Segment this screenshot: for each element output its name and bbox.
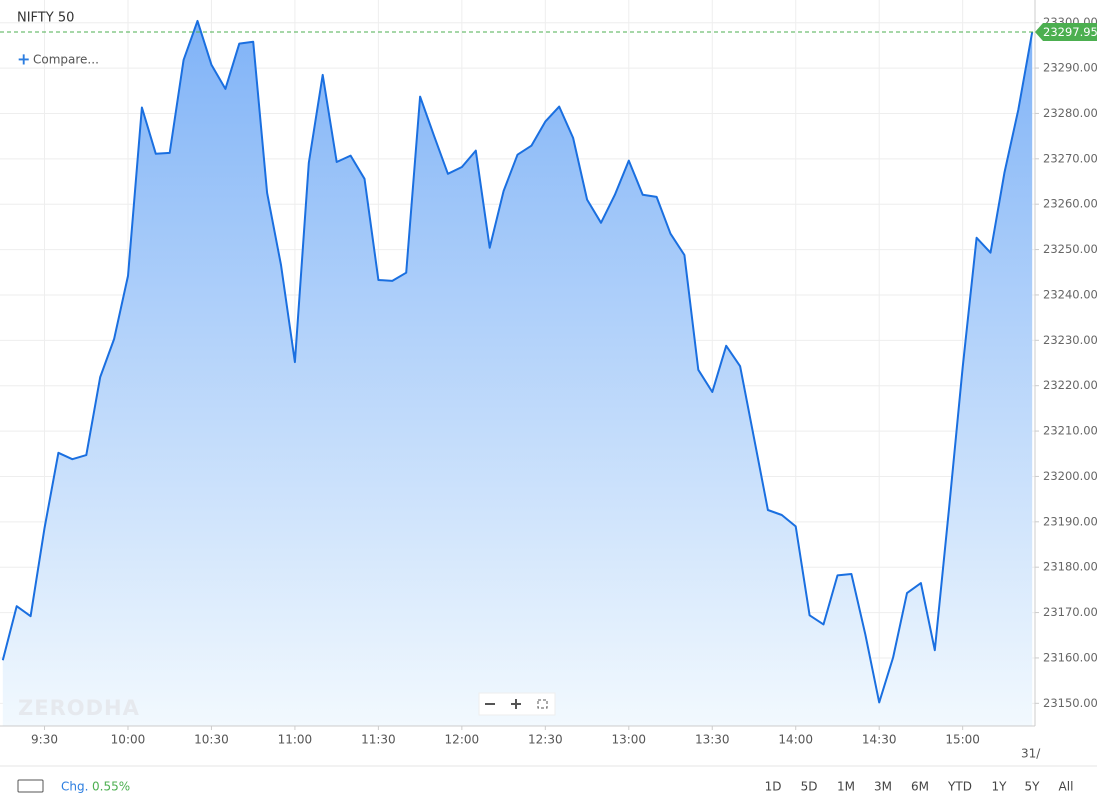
y-tick-label: 23190.00 (1043, 514, 1097, 528)
y-tick-label: 23170.00 (1043, 605, 1097, 619)
area-fill (2, 20, 1033, 726)
chart-title: NIFTY 50 (17, 11, 74, 26)
x-tick-label: 10:00 (111, 733, 146, 747)
y-tick-label: 23160.00 (1043, 650, 1097, 664)
keyboard-icon[interactable] (17, 779, 44, 793)
x-tick-label: 13:30 (695, 733, 730, 747)
range-button[interactable]: 5Y (1025, 780, 1041, 794)
y-tick-label: 23150.00 (1043, 696, 1097, 710)
x-tick-label: 14:00 (778, 733, 813, 747)
range-button[interactable]: YTD (947, 780, 972, 794)
y-tick-label: 23290.00 (1043, 61, 1097, 75)
x-tick-label: 11:00 (278, 733, 313, 747)
y-tick-label: 23240.00 (1043, 287, 1097, 301)
y-tick-label: 23210.00 (1043, 424, 1097, 438)
x-tick-label: 11:30 (361, 733, 396, 747)
last-price-tag (1035, 22, 1097, 41)
chg-value: 0.55% (92, 780, 130, 794)
range-button[interactable]: 1D (765, 780, 782, 794)
y-tick-label: 23220.00 (1043, 378, 1097, 392)
x-tick-label: 9:30 (31, 733, 58, 747)
y-tick-label: 23280.00 (1043, 106, 1097, 120)
x-tick-label: 13:00 (611, 733, 646, 747)
y-tick-label: 23230.00 (1043, 333, 1097, 347)
price-line (1, 19, 1034, 704)
compare-button[interactable]: Compare... (33, 53, 99, 67)
zoom-controls (478, 692, 556, 716)
x-tick-label: 12:00 (445, 733, 480, 747)
x-tick-label: 14:30 (862, 733, 897, 747)
last-price-label: 23297.95 (1043, 25, 1097, 39)
compare-icon[interactable]: + (17, 50, 30, 69)
range-button[interactable]: 3M (874, 780, 892, 794)
y-tick-label: 23260.00 (1043, 197, 1097, 211)
y-tick-label: 23200.00 (1043, 469, 1097, 483)
range-button[interactable]: 1Y (992, 780, 1008, 794)
range-button[interactable]: 1M (837, 780, 855, 794)
y-tick-label: 23270.00 (1043, 151, 1097, 165)
x-tick-label: 12:30 (528, 733, 563, 747)
date-label: 31/ (1021, 747, 1041, 761)
range-button[interactable]: 6M (911, 780, 929, 794)
range-button[interactable]: 5D (801, 780, 818, 794)
x-tick-label: 15:00 (945, 733, 980, 747)
chg-label: Chg. (61, 780, 88, 794)
y-tick-label: 23180.00 (1043, 560, 1097, 574)
watermark: ZERODHA (18, 696, 140, 720)
y-tick-label: 23250.00 (1043, 242, 1097, 256)
fullscreen[interactable] (537, 699, 548, 709)
range-button[interactable]: All (1059, 780, 1074, 794)
x-tick-label: 10:30 (194, 733, 229, 747)
